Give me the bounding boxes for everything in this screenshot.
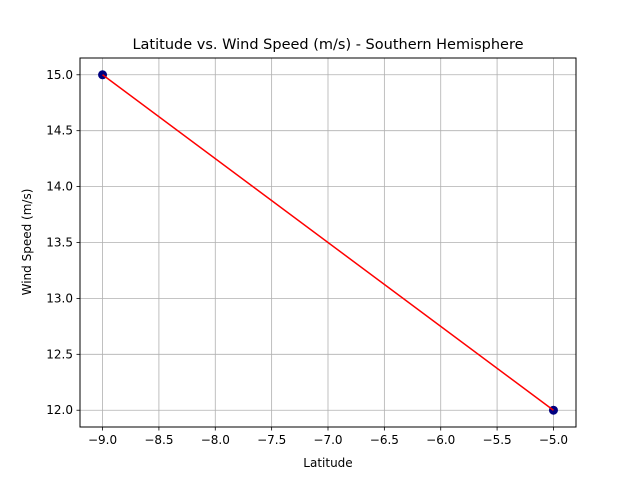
y-tick-label: 13.0 [46,291,73,305]
y-tick-label: 14.0 [46,180,73,194]
x-tick-label: −6.0 [426,433,455,447]
y-tick-label: 14.5 [46,124,73,138]
x-tick-label: −5.5 [483,433,512,447]
plot-data [98,70,558,415]
y-axis-title: Wind Speed (m/s) [20,189,34,296]
y-tick-label: 12.5 [46,347,73,361]
y-tick-label: 13.5 [46,236,73,250]
x-tick-label: −9.0 [88,433,117,447]
x-tick-label: −7.5 [257,433,286,447]
x-tick-label: −7.0 [313,433,342,447]
x-axis-title: Latitude [303,456,352,470]
regression-line [102,74,554,411]
x-tick-label: −6.5 [370,433,399,447]
x-tick-label: −5.0 [539,433,568,447]
x-tick-label: −8.0 [201,433,230,447]
x-tick-label: −8.5 [144,433,173,447]
y-tick-label: 15.0 [46,68,73,82]
chart-title: Latitude vs. Wind Speed (m/s) - Southern… [132,37,523,53]
y-tick-label: 12.0 [46,403,73,417]
axis-ticks: −9.0 −8.5 −8.0 −7.5 −7.0 −6.5 −6.0 −5.5 −5.0 12.0… [46,68,568,447]
